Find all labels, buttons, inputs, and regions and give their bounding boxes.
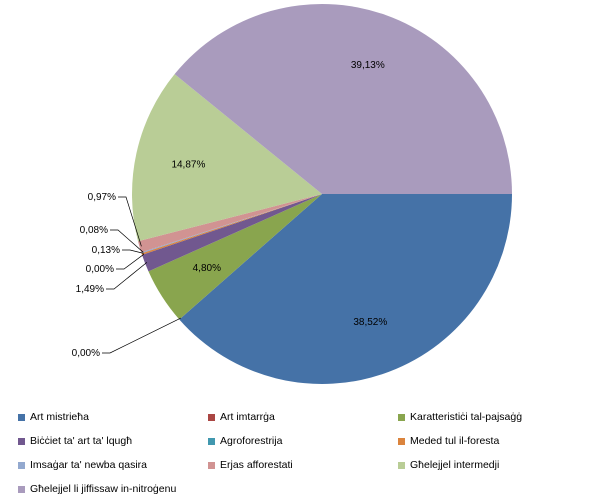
pie-slice [148,194,322,320]
slice-label: 38,52% [353,317,387,328]
slice-label: 0,97% [88,192,116,203]
leader-line [106,262,148,290]
slice-label: 39,13% [351,60,385,71]
pie-slice [142,194,322,272]
legend-swatch [18,485,25,493]
pie-slice [174,4,512,194]
legend-label: Għelejjel li jiffissaw in-nitroġenu [30,483,177,495]
pie-slice [137,194,322,253]
legend-label: Meded tul il-foresta [410,435,500,447]
legend-item: Karatteristiċi tal-pajsaġġ [398,405,588,429]
pie-chart: 38,52% 0,00% 4,80% 1,49% 0,00% 0,13% 0,08% 0,97… [72,4,513,385]
legend-item: Agroforestrija [208,429,398,453]
legend-item: Erjas afforestati [208,453,398,477]
pie-slice [132,74,322,242]
leader-line [116,253,145,270]
pie-slice [141,194,322,255]
legend-swatch [18,461,25,469]
legend-swatch [398,413,405,421]
legend-item: Imsaġar ta' newba qasira [18,453,208,477]
pie-slice [179,194,513,385]
legend-label: Karatteristiċi tal-pajsaġġ [410,411,523,423]
legend-label: Art mistrieħa [30,411,89,423]
legend-swatch [398,461,405,469]
legend-label: Agroforestrija [220,435,283,447]
slice-label: 1,49% [76,284,104,295]
legend-item: Meded tul il-foresta [398,429,588,453]
legend-swatch [398,437,405,445]
leader-line [122,249,144,254]
legend-item: Biċċiet ta' art ta' lqugħ [18,429,208,453]
slice-label: 0,13% [92,245,120,256]
legend-swatch [18,413,25,421]
legend-item: Għelejjel li jiffissaw in-nitroġenu [18,477,208,501]
legend-item: Art mistrieħa [18,405,208,429]
legend-swatch [208,413,215,421]
legend-swatch [208,461,215,469]
pie-slice [141,194,322,254]
chart-legend: Art mistrieħa Art imtarrġa Karatteristiċ… [18,405,588,495]
legend-label: Għelejjel intermedji [410,459,500,471]
legend-label: Art imtarrġa [220,411,275,423]
leader-line [102,317,181,354]
slice-label: 0,08% [80,225,108,236]
leader-line [110,229,144,253]
legend-label: Biċċiet ta' art ta' lqugħ [30,435,133,447]
legend-swatch [208,437,215,445]
leader-line [118,196,142,247]
legend-item: Għelejjel intermedji [398,453,588,477]
legend-item: Art imtarrġa [208,405,398,429]
legend-swatch [18,437,25,445]
slice-label: 0,00% [86,264,114,275]
slice-label: 0,00% [72,348,100,359]
pie-chart-area: 38,52% 0,00% 4,80% 1,49% 0,00% 0,13% 0,08% 0,97… [72,4,513,385]
legend-label: Imsaġar ta' newba qasira [30,459,147,471]
slice-label: 4,80% [193,263,221,274]
slice-label: 14,87% [171,160,205,171]
legend-label: Erjas afforestati [220,459,293,471]
